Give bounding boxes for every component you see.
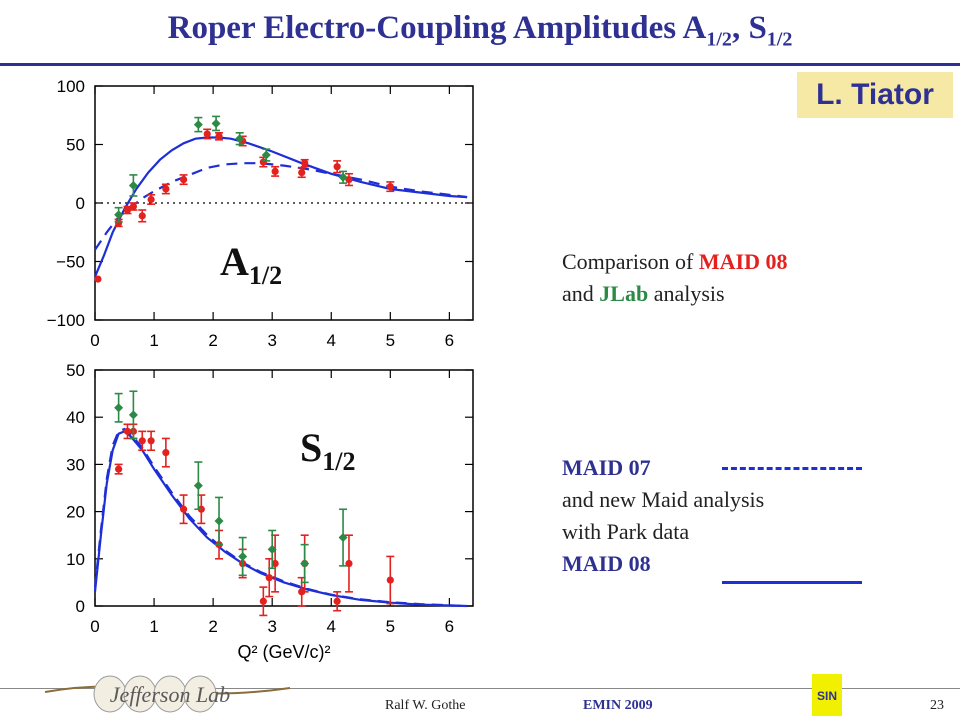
c1-y-tick-label: 10 — [66, 550, 85, 569]
c1-plot-frame — [94, 369, 474, 607]
c1-maid-data-point — [179, 505, 188, 513]
legend-maid08-label: MAID 08 — [562, 551, 651, 576]
c1-maid-data-point — [386, 576, 394, 584]
c1-x-tick-label: 1 — [149, 617, 158, 636]
c1-maid-data-point — [123, 427, 132, 435]
maid08-highlight: MAID 08 — [698, 249, 788, 274]
c1-maid-data-point — [271, 559, 279, 568]
c1-maid-data-point — [138, 437, 146, 445]
c1-y-tick-label: 0 — [76, 597, 85, 616]
footer-divider — [0, 688, 960, 689]
c1-x-axis-label: Q² (GeV/c)² — [238, 642, 331, 662]
panel-label-s: S1/2 — [300, 425, 356, 476]
c1-y-tick-label: 50 — [66, 361, 85, 380]
c1-x-tick-label: 0 — [90, 617, 99, 636]
c0-y-tick-label: 0 — [76, 194, 85, 213]
c0-y-tick-label: 100 — [57, 77, 85, 96]
c1-maid-data-point — [147, 437, 155, 445]
c0-maid-data-point — [298, 168, 306, 177]
jlab-highlight: JLab — [599, 281, 649, 306]
panel-label-a: A1/2 — [220, 239, 283, 290]
c0-maid07-curve — [94, 162, 468, 251]
c1-x-tick-label: 6 — [445, 617, 454, 636]
legend-dashed-line — [722, 467, 862, 470]
c1-maid-data-point — [162, 449, 170, 457]
c0-y-tick-label: −100 — [47, 311, 85, 330]
c0-jlab-data-point — [193, 120, 203, 130]
c0-maid-data-point — [215, 132, 223, 140]
c1-jlab-data-point — [338, 533, 348, 543]
c0-maid-data-point — [386, 183, 394, 191]
c0-maid-data-point — [138, 212, 146, 220]
c0-y-tick-label: −50 — [56, 253, 85, 272]
legend-new-line-1: and new Maid analysis — [562, 487, 765, 512]
footer-name: Ralf W. Gothe — [385, 698, 466, 713]
c0-maid-data-point — [345, 176, 353, 184]
c0-jlab-data-point — [235, 134, 245, 144]
c0-jlab-data-point — [114, 210, 124, 220]
footer-event: EMIN 2009 — [583, 698, 653, 713]
c0-jlab-data-point — [128, 180, 138, 190]
c1-y-tick-label: 20 — [66, 503, 85, 522]
c0-jlab-data-point — [338, 172, 348, 182]
c1-x-tick-label: 3 — [267, 617, 276, 636]
c1-x-tick-label: 5 — [386, 617, 395, 636]
c0-maid-data-point — [203, 130, 211, 138]
comparison-note: Comparison of MAID 08 and JLab analysis — [562, 246, 788, 310]
legend-maid07-label: MAID 07 — [562, 455, 651, 480]
c1-maid-data-point — [265, 574, 273, 582]
c1-maid-data-point — [115, 465, 123, 473]
c1-jlab-data-point — [214, 516, 224, 526]
comparison-line-2: and JLab analysis — [562, 281, 725, 306]
c1-maid-data-point — [333, 597, 341, 605]
c1-jlab-data-point — [267, 544, 277, 554]
legend-block: MAID 07 and new Maid analysis with Park … — [562, 452, 764, 580]
comparison-line-1: Comparison of MAID 08 — [562, 249, 788, 274]
c0-maid-data-point — [333, 163, 341, 171]
c0-jlab-data-point — [261, 150, 271, 160]
jefferson-lab-logo: Jefferson Lab — [44, 675, 291, 713]
page-number: 23 — [930, 698, 944, 713]
c1-maid07-curve — [93, 427, 468, 608]
c0-maid-data-point — [162, 185, 170, 193]
institution-badge-icon: SIN — [812, 674, 842, 716]
c0-maid-data-point — [129, 202, 137, 211]
c1-jlab-data-point — [300, 559, 310, 569]
c0-x-tick-label: 3 — [267, 331, 276, 350]
c0-maid-data-point — [147, 195, 155, 204]
c0-x-tick-label: 6 — [445, 331, 454, 350]
c1-maid-data-point — [259, 597, 267, 605]
c0-maid-data-point — [271, 167, 279, 176]
c0-x-tick-label: 0 — [90, 331, 99, 350]
title-divider — [0, 63, 960, 66]
c1-x-tick-label: 4 — [327, 617, 336, 636]
chart-a-half: 0 1 2 3 4 5 6 100 50 0 −50 −100 — [47, 77, 474, 350]
c1-x-tick-label: 2 — [208, 617, 217, 636]
author-badge: L. Tiator — [797, 72, 953, 118]
c1-jlab-data-point — [114, 403, 124, 413]
c0-jlab-data-point — [211, 118, 221, 128]
c0-maid-data-point — [301, 159, 309, 167]
c0-x-tick-label: 2 — [208, 331, 217, 350]
svg-text:Jefferson Lab: Jefferson Lab — [110, 682, 230, 707]
svg-text:SIN: SIN — [817, 689, 837, 703]
c0-maid-data-point — [94, 275, 102, 283]
c0-x-tick-label: 4 — [327, 331, 336, 350]
slide-title: Roper Electro-Coupling Amplitudes A1/2, … — [167, 10, 793, 51]
legend-new-line-2: with Park data — [562, 519, 690, 544]
chart-s-half: 0 1 2 3 4 5 6 50 40 30 20 10 0 Q² (GeV/c)² — [66, 361, 474, 662]
legend-solid-line — [722, 581, 862, 584]
c0-maid-data-point — [179, 176, 188, 184]
c1-y-tick-label: 30 — [66, 455, 85, 474]
c0-maid08-curve — [93, 136, 468, 278]
c1-jlab-data-point — [128, 410, 138, 420]
c0-x-tick-label: 5 — [386, 331, 395, 350]
c1-y-tick-label: 40 — [66, 408, 85, 427]
c1-jlab-data-point — [193, 481, 203, 491]
c1-maid-data-point — [345, 559, 353, 568]
c0-x-tick-label: 1 — [149, 331, 158, 350]
c0-maid-data-point — [123, 206, 132, 214]
c1-jlab-data-point — [238, 551, 248, 561]
c0-y-tick-label: 50 — [66, 136, 85, 155]
